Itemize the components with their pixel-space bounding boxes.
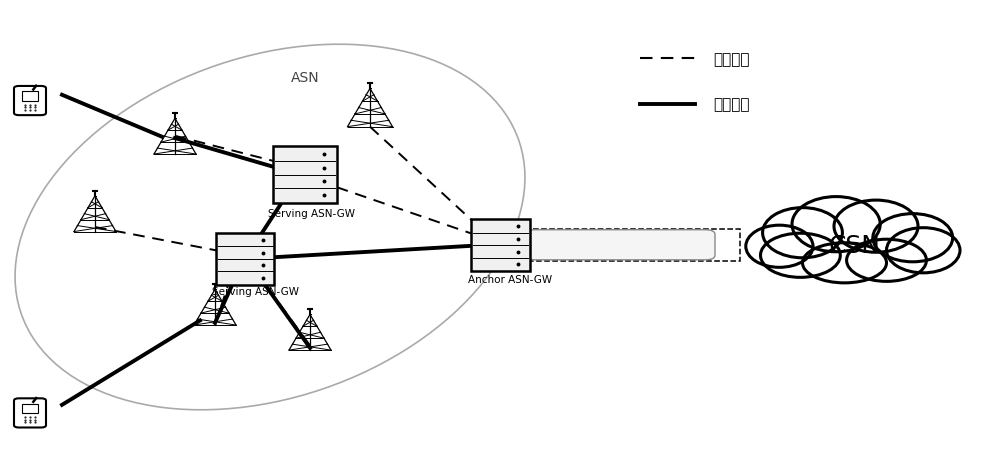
Text: ASN: ASN (291, 71, 319, 84)
Text: CSN: CSN (829, 234, 881, 258)
FancyBboxPatch shape (14, 399, 46, 428)
Text: Serving ASN-GW: Serving ASN-GW (212, 286, 299, 296)
Ellipse shape (763, 208, 842, 258)
FancyBboxPatch shape (273, 147, 337, 203)
Ellipse shape (802, 243, 887, 283)
Bar (528, 229, 740, 261)
Text: Anchor ASN-GW: Anchor ASN-GW (468, 275, 552, 285)
Bar (22, 404, 38, 413)
Text: 常规路由: 常规路由 (713, 52, 750, 66)
Ellipse shape (834, 201, 918, 253)
Ellipse shape (873, 214, 953, 262)
Ellipse shape (887, 228, 960, 273)
Ellipse shape (847, 240, 926, 282)
Ellipse shape (746, 226, 813, 268)
Text: Serving ASN-GW: Serving ASN-GW (268, 209, 355, 219)
Text: 本地路由: 本地路由 (713, 97, 750, 112)
Bar (22, 92, 38, 101)
Ellipse shape (792, 197, 880, 252)
Ellipse shape (761, 234, 840, 278)
FancyBboxPatch shape (216, 233, 274, 285)
FancyBboxPatch shape (14, 87, 46, 116)
FancyBboxPatch shape (471, 220, 530, 272)
FancyBboxPatch shape (525, 230, 715, 260)
